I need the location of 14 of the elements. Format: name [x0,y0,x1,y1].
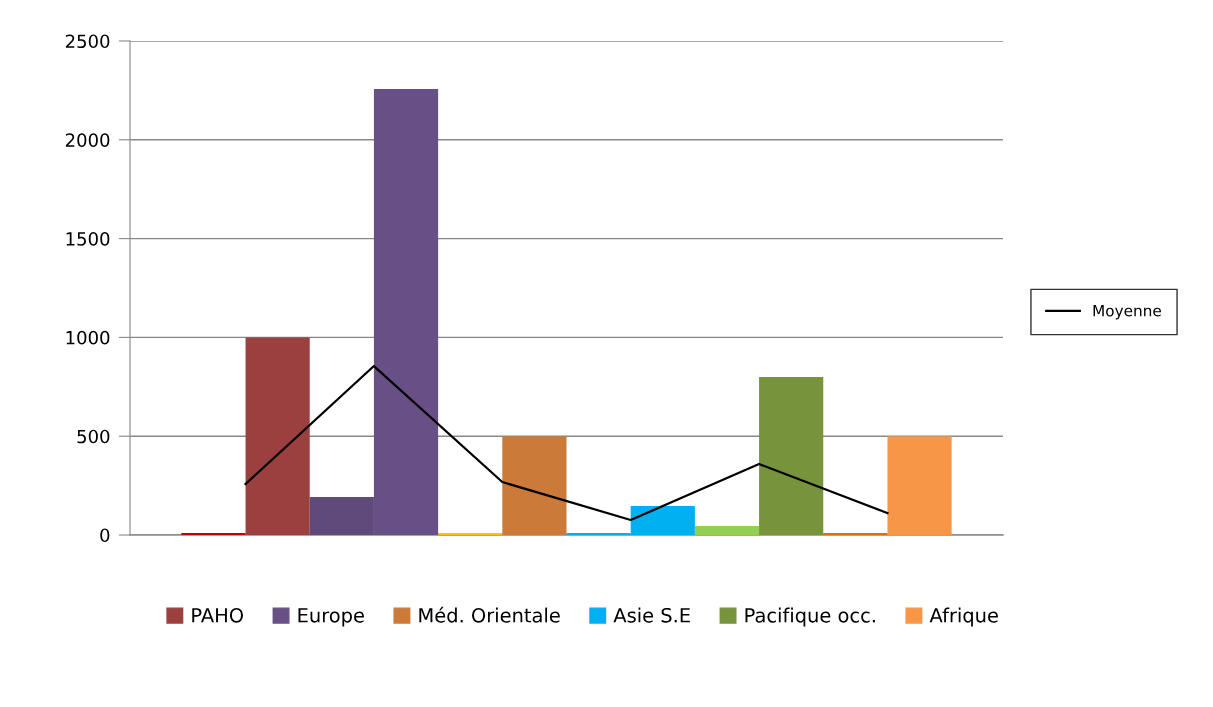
legend-label: Europe [298,608,364,627]
y-tick-label: 500 [77,429,110,444]
line-series [244,364,889,522]
y-tick-label: 1500 [66,232,110,246]
y-tick-label: 2000 [65,133,110,147]
y-tick-label: 0 [100,528,110,543]
legend-label: PAHO [192,607,244,623]
legend-label: Asie S.E [613,607,690,623]
y-tick-label: 1000 [66,330,110,345]
y-tick-label: 2500 [65,34,110,49]
legend-label: Méd. Orientale [419,606,560,623]
legend-label: Afrique [929,607,998,627]
legend-label: Pacifique occ. [745,607,875,627]
legend-label: Moyenne [1093,305,1161,320]
